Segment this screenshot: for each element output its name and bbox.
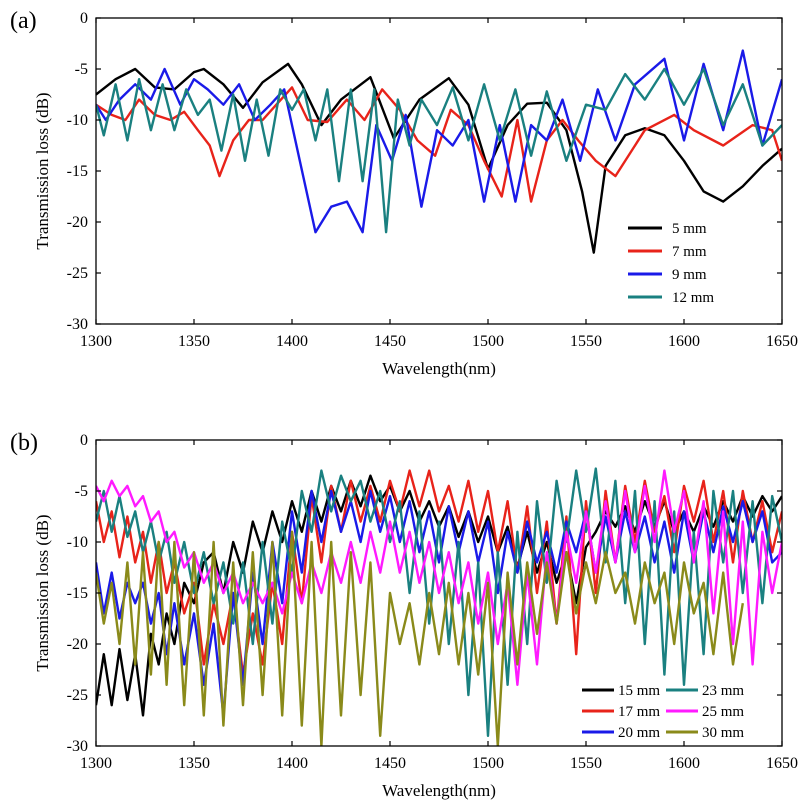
- panel-a-x-tick-label: 1450: [374, 333, 406, 350]
- panel-a-y-tick-label: -10: [67, 112, 88, 129]
- panel-b-y-tick-label: -5: [75, 483, 88, 500]
- panel-b-legend-label: 15 mm: [618, 683, 660, 699]
- panel-b-y-tick-label: -20: [67, 636, 88, 653]
- panel-a-y-tick-label: -5: [75, 61, 88, 78]
- panel-b-y-tick-label: -25: [67, 687, 88, 704]
- panel-b-legend-label: 23 mm: [702, 683, 744, 699]
- panel-a-y-tick-label: -30: [67, 316, 88, 333]
- panel-b-legend-label: 17 mm: [618, 704, 660, 720]
- panel-b-legend-label: 30 mm: [702, 725, 744, 741]
- panel-b-legend: 15 mm 17 mm 20 mm 23 mm 25 mm 30 mm: [582, 683, 744, 741]
- panel-a-x-tick-label: 1400: [276, 333, 308, 350]
- panel-b-series-line-23-mm: [96, 467, 782, 737]
- panel-a-x-tick-label: 1300: [80, 333, 112, 350]
- panel-a-x-tick-label: 1550: [570, 333, 602, 350]
- panel-b-x-tick-label: 1500: [472, 755, 504, 772]
- panel-b-x-tick-label: 1300: [80, 755, 112, 772]
- panel-b-y-tick-label: 0: [80, 432, 88, 449]
- panel-a-series-line-12-mm: [96, 67, 782, 234]
- panel-b-series-line-17-mm: [96, 469, 782, 676]
- panel-b-y-tick-label: -30: [67, 738, 88, 755]
- panel-b-x-tick-label: 1550: [570, 755, 602, 772]
- panel-a-legend: 5 mm 7 mm 9 mm 12 mm: [628, 221, 714, 306]
- panel-a-y-tick-label: 0: [80, 10, 88, 27]
- panel-b-y-tick-label: -10: [67, 534, 88, 551]
- panel-a-legend-label: 9 mm: [672, 267, 707, 283]
- panel-b-x-tick-label: 1350: [178, 755, 210, 772]
- panel-a-y-tick-label: -20: [67, 214, 88, 231]
- panel-a-series-group: [96, 49, 782, 254]
- panel-a-x-tick-label: 1650: [766, 333, 798, 350]
- panel-a-y-tick-label: -25: [67, 265, 88, 282]
- panel-b-panel-label: (b): [10, 430, 38, 456]
- panel-b-series-line-30-mm: [96, 530, 744, 746]
- panel-b-y-axis-title: Transmission loss (dB): [33, 514, 52, 671]
- panel-b-x-axis-title: Wavelength(nm): [382, 781, 496, 800]
- panel-a-series-line-9-mm: [96, 49, 782, 234]
- panel-b-series-group: [96, 467, 782, 746]
- panel-a-x-tick-label: 1600: [668, 333, 700, 350]
- panel-a-legend-label: 5 mm: [672, 221, 707, 237]
- panel-b-x-tick-label: 1450: [374, 755, 406, 772]
- panel-a-x-tick-label: 1350: [178, 333, 210, 350]
- panel-b-x-tick-label: 1600: [668, 755, 700, 772]
- panel-a-series-line-7-mm: [96, 86, 782, 203]
- panel-b-y-tick-label: -15: [67, 585, 88, 602]
- panel-a-y-axis-title: Transmission loss (dB): [33, 92, 52, 249]
- panel-a-legend-label: 12 mm: [672, 290, 714, 306]
- panel-b-chart: 1300 1350 1400 1450 1500 1550 1600 1650 0 -5 -10 -1…: [10, 430, 798, 800]
- panel-b-series-line-20-mm: [96, 489, 782, 717]
- panel-a-legend-label: 7 mm: [672, 244, 707, 260]
- panel-a-panel-label: (a): [10, 8, 37, 34]
- panel-b-legend-label: 25 mm: [702, 704, 744, 720]
- panel-b-x-tick-label: 1650: [766, 755, 798, 772]
- panel-a-x-axis-title: Wavelength(nm): [382, 359, 496, 378]
- panel-a-y-tick-label: -15: [67, 163, 88, 180]
- panel-a-series-line-5-mm: [96, 62, 782, 254]
- panel-b-legend-label: 20 mm: [618, 725, 660, 741]
- panel-a-chart: 1300 1350 1400 1450 1500 1550 1600 1650 0 -5 -10 -1…: [10, 8, 798, 378]
- panel-b-x-tick-label: 1400: [276, 755, 308, 772]
- panel-a-x-tick-label: 1500: [472, 333, 504, 350]
